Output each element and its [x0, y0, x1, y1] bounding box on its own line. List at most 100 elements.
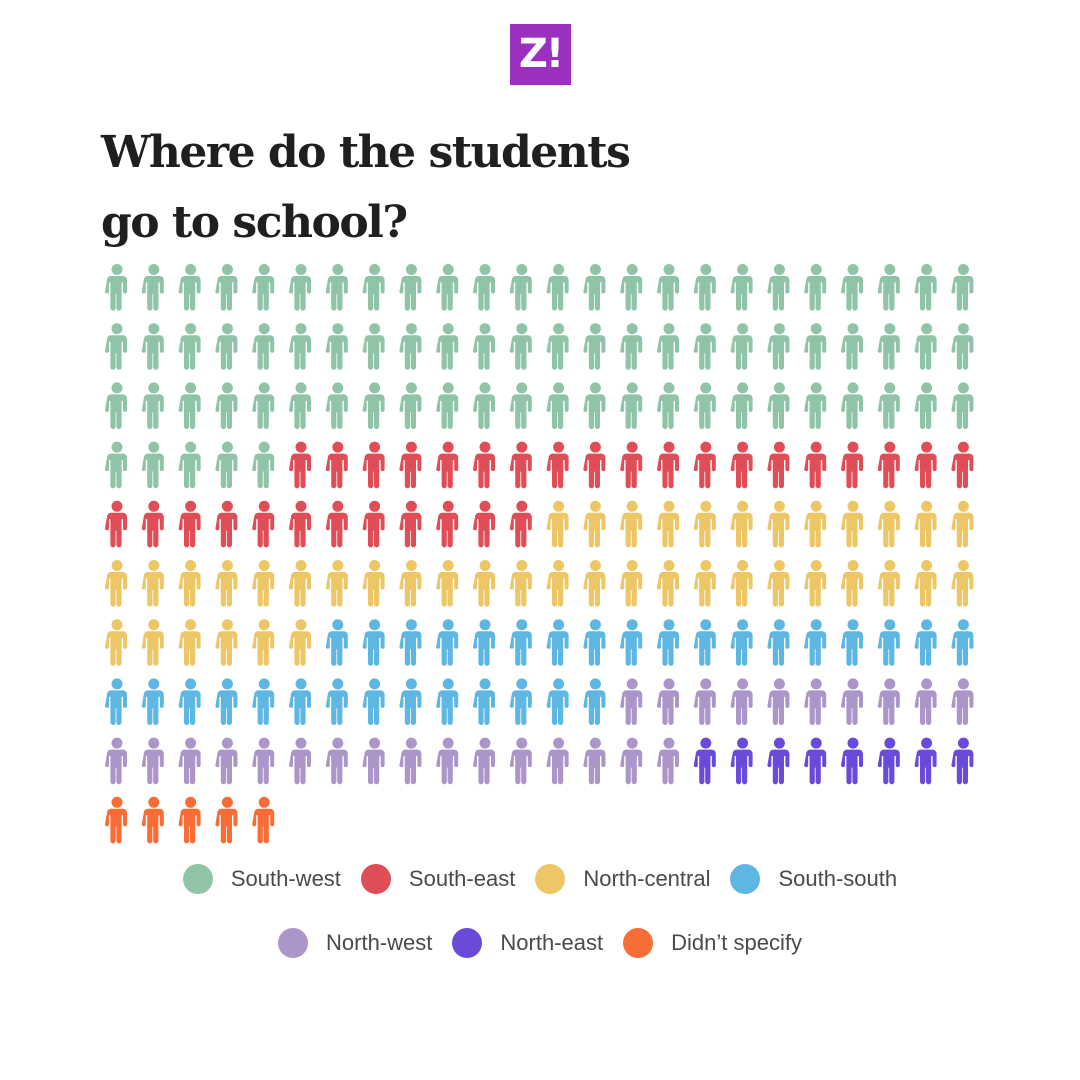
person-icon	[951, 264, 974, 311]
person-icon	[767, 323, 790, 370]
person-icon	[620, 264, 643, 311]
person-icon	[325, 500, 348, 548]
person-icon	[178, 382, 201, 429]
person-icon	[840, 264, 863, 311]
legend-label: North-east	[500, 930, 604, 955]
person-icon	[693, 619, 716, 666]
person-icon	[362, 737, 385, 785]
person-icon	[178, 560, 201, 607]
person-icon	[436, 441, 459, 489]
person-icon	[620, 441, 643, 489]
person-icon	[105, 619, 127, 666]
person-icon	[767, 737, 790, 785]
legend-item-south-east: South-east	[360, 864, 515, 894]
person-icon	[546, 441, 569, 489]
person-icon	[583, 500, 606, 548]
person-icon	[215, 678, 238, 725]
person-icon	[509, 619, 532, 666]
person-icon	[546, 619, 569, 666]
legend-swatch	[452, 928, 483, 958]
person-icon	[546, 678, 569, 725]
person-icon	[877, 560, 900, 607]
person-icon	[178, 441, 201, 489]
person-icon	[436, 737, 459, 785]
person-icon	[399, 560, 422, 607]
person-icon	[215, 796, 238, 844]
person-icon	[840, 441, 863, 489]
legend-row-1: South-west South-east North-central Sout…	[0, 864, 1080, 894]
person-icon	[436, 382, 459, 429]
person-icon	[914, 382, 937, 429]
person-icon	[325, 737, 348, 785]
person-icon	[325, 560, 348, 607]
legend-item-north-central: North-central	[535, 864, 710, 894]
person-icon	[436, 500, 459, 548]
person-icon	[362, 264, 385, 311]
person-icon	[289, 323, 311, 370]
person-icon	[693, 323, 716, 370]
person-icon	[141, 619, 164, 666]
person-icon	[509, 382, 532, 429]
person-icon	[730, 441, 753, 489]
person-icon	[730, 264, 753, 311]
person-icon	[656, 500, 679, 548]
person-icon	[767, 619, 790, 666]
person-icon	[693, 678, 716, 725]
person-icon	[951, 382, 974, 429]
person-icon	[178, 264, 201, 311]
person-icon	[877, 264, 900, 311]
person-icon	[252, 323, 275, 370]
person-icon	[620, 500, 643, 548]
person-icon	[583, 323, 606, 370]
person-icon	[178, 678, 201, 725]
person-icon	[767, 500, 790, 548]
person-icon	[804, 323, 827, 370]
legend-swatch	[623, 928, 654, 958]
legend-swatch	[730, 864, 761, 894]
legend-item-north-west: North-west	[278, 928, 432, 958]
legend-item-south-west: South-west	[182, 864, 341, 894]
person-icon	[583, 382, 606, 429]
person-icon	[546, 737, 569, 785]
person-icon	[399, 264, 422, 311]
person-icon	[730, 737, 753, 785]
person-icon	[509, 737, 532, 785]
person-icon	[620, 560, 643, 607]
person-icon	[656, 678, 679, 725]
person-icon	[473, 382, 495, 429]
person-icon	[436, 560, 459, 607]
person-icon	[105, 796, 127, 844]
person-icon	[178, 500, 201, 548]
person-icon	[693, 382, 716, 429]
person-icon	[656, 382, 679, 429]
person-icon	[509, 678, 532, 725]
person-icon	[656, 264, 679, 311]
person-icon	[914, 441, 937, 489]
person-icon	[141, 382, 164, 429]
person-icon	[509, 264, 532, 311]
legend-label: Didn’t specify	[671, 930, 802, 955]
person-icon	[656, 323, 679, 370]
person-icon	[436, 323, 459, 370]
person-icon	[877, 737, 900, 785]
person-icon	[105, 382, 127, 429]
person-icon	[951, 737, 974, 785]
legend-label: South-west	[230, 866, 341, 891]
person-icon	[105, 264, 127, 311]
person-icon	[914, 678, 937, 725]
person-icon	[141, 560, 164, 607]
person-icon	[289, 441, 311, 489]
person-icon	[399, 323, 422, 370]
person-icon	[840, 500, 863, 548]
person-icon	[141, 737, 164, 785]
person-icon	[951, 323, 974, 370]
person-icon	[951, 619, 974, 666]
person-icon	[325, 323, 348, 370]
person-icon	[583, 678, 606, 725]
person-icon	[105, 560, 127, 607]
legend-swatch	[182, 864, 213, 894]
person-icon	[252, 382, 275, 429]
person-icon	[473, 560, 495, 607]
person-icon	[656, 560, 679, 607]
person-icon	[325, 382, 348, 429]
